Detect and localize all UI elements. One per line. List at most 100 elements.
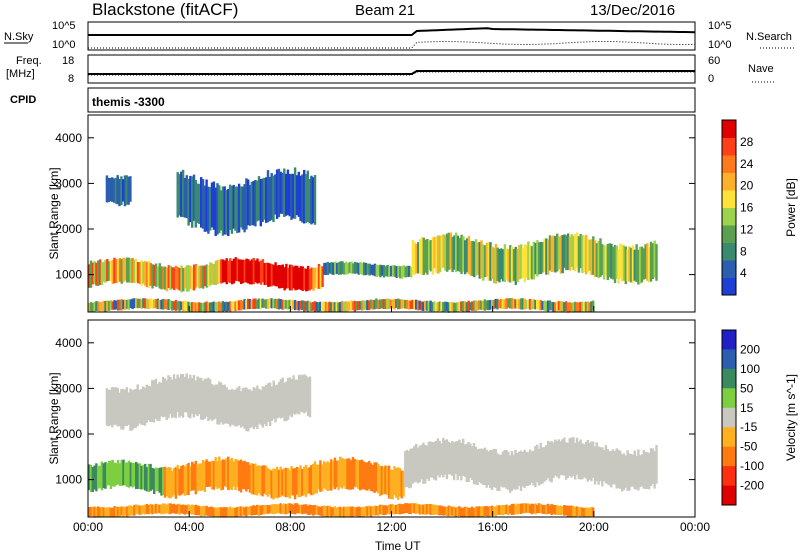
freq-label: Freq. (16, 55, 42, 67)
data-cell (555, 505, 559, 515)
data-cell (420, 301, 423, 311)
data-cell (171, 301, 174, 311)
data-cell (230, 458, 234, 490)
data-cell (353, 507, 357, 516)
data-cell (205, 378, 208, 417)
data-cell (149, 298, 152, 309)
data-cell (290, 503, 293, 514)
data-cell (552, 442, 555, 478)
data-cell (100, 262, 104, 285)
data-cell (386, 298, 389, 310)
data-cell (467, 300, 470, 312)
data-cell (344, 459, 347, 490)
data-cell (523, 503, 526, 514)
data-cell (552, 504, 555, 515)
data-cell (297, 267, 301, 290)
x-axis-title: Time UT (375, 539, 421, 553)
data-cell (480, 240, 483, 279)
data-cell (111, 507, 114, 517)
data-cell (380, 466, 384, 495)
data-cell (284, 173, 288, 216)
data-cell (154, 378, 158, 419)
data-cell (203, 506, 207, 517)
data-cell (422, 504, 425, 515)
data-cell (494, 298, 497, 309)
colorbar-tick-label: 15 (740, 401, 754, 415)
data-cell (116, 258, 120, 282)
data-cell (160, 266, 163, 290)
data-cell (237, 506, 241, 516)
data-cell (243, 507, 246, 516)
data-cell (223, 507, 226, 517)
data-cell (372, 264, 375, 276)
data-cell (124, 258, 127, 281)
power-feature-3 (105, 175, 132, 207)
data-cell (366, 300, 369, 311)
colorbar-tick-label: 4 (740, 266, 747, 280)
data-cell (583, 507, 586, 517)
data-cell (315, 302, 319, 312)
data-cell (198, 265, 201, 289)
data-cell (566, 302, 570, 313)
data-cell (258, 261, 261, 283)
data-cell (586, 301, 590, 312)
data-cell (284, 504, 288, 515)
data-cell (227, 302, 230, 311)
data-cell (357, 460, 360, 489)
data-cell (328, 505, 331, 516)
data-cell (489, 242, 492, 281)
data-cell (523, 298, 526, 310)
data-cell (243, 184, 246, 233)
data-cell (180, 301, 183, 310)
data-cell (483, 299, 487, 311)
data-cell (534, 446, 537, 487)
data-cell (377, 299, 380, 310)
power-feature-5 (88, 298, 595, 313)
data-cell (312, 268, 315, 291)
data-cell (93, 302, 96, 312)
data-cell (340, 507, 344, 517)
data-cell (167, 503, 170, 515)
data-cell (212, 301, 216, 312)
data-cell (294, 265, 297, 291)
data-cell (592, 507, 595, 517)
data-cell (176, 267, 180, 290)
data-cell (574, 233, 577, 272)
data-cell (225, 387, 228, 424)
data-cell (326, 261, 330, 275)
data-cell (88, 264, 91, 288)
data-cell (465, 443, 469, 482)
data-cell (313, 461, 317, 494)
data-cell (201, 460, 205, 491)
data-cell (402, 470, 405, 497)
data-cell (521, 452, 525, 487)
data-cell (115, 506, 118, 517)
data-cell (552, 235, 555, 272)
data-cell (256, 466, 259, 496)
data-cell (236, 258, 239, 281)
data-cell (254, 260, 257, 283)
data-cell (275, 504, 279, 514)
data-cell (494, 244, 498, 284)
data-cell (259, 505, 263, 515)
data-cell (107, 507, 111, 517)
data-cell (310, 175, 313, 225)
data-cell (427, 441, 431, 481)
data-cell (203, 265, 207, 287)
data-cell (384, 505, 387, 515)
data-cell (176, 464, 179, 495)
velocity-feature-2 (404, 437, 658, 493)
data-cell (277, 298, 281, 310)
data-cell (144, 261, 147, 286)
data-cell (259, 298, 263, 310)
data-cell (303, 300, 306, 312)
data-cell (500, 248, 503, 280)
data-cell (324, 506, 328, 517)
data-cell (209, 461, 212, 487)
data-cell (546, 503, 550, 514)
data-cell (646, 452, 649, 489)
data-cell (332, 262, 335, 275)
data-cell (416, 447, 420, 484)
data-cell (366, 462, 369, 491)
data-cell (100, 461, 104, 491)
